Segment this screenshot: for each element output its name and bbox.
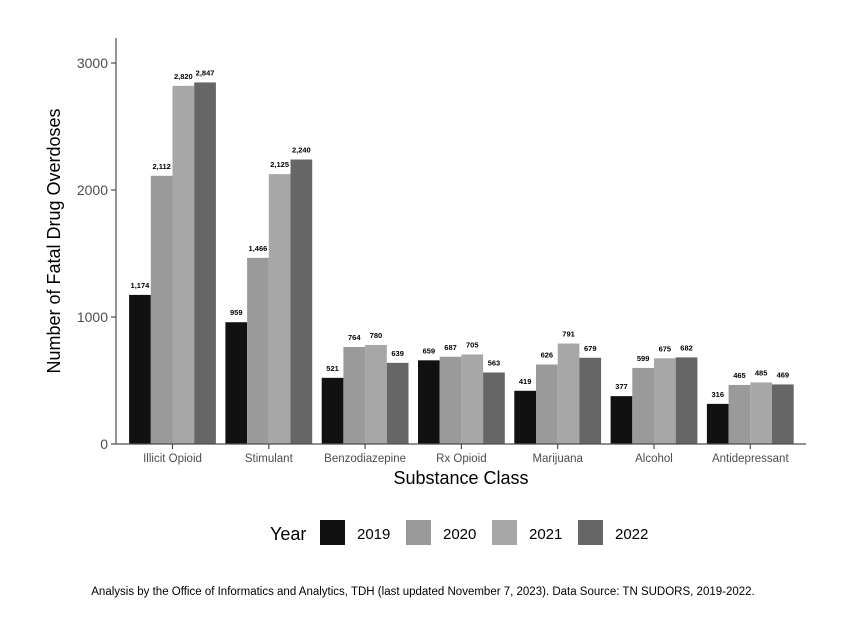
data-label-2020-antidepressant: 465 — [733, 371, 746, 380]
data-label-2020-stimulant: 1,466 — [249, 244, 268, 253]
data-label-2020-benzodiazepine: 764 — [348, 333, 361, 342]
bar-2022-antidepressant — [772, 384, 794, 444]
bar-2022-marijuana — [579, 357, 602, 444]
bar-2021-stimulant — [268, 174, 291, 445]
bar-2019-antidepressant — [706, 403, 729, 444]
x-tick-label: Illicit Opioid — [143, 453, 202, 465]
data-label-2021-marijuana: 791 — [562, 330, 575, 339]
data-label-2022-illicit-opioid: 2,847 — [196, 68, 215, 77]
bar-2019-rx-opioid — [418, 360, 440, 444]
bar-2022-stimulant — [290, 159, 313, 444]
source-caption: Analysis by the Office of Informatics an… — [91, 586, 755, 598]
y-tick-label: 3000 — [77, 55, 108, 71]
bar-2021-illicit-opioid — [172, 85, 195, 445]
bar-2022-rx-opioid — [483, 372, 505, 444]
x-tick-label: Benzodiazepine — [324, 453, 406, 465]
bar-2020-benzodiazepine — [343, 346, 366, 444]
legend: Year 2019 2020 2021 2022 — [270, 520, 648, 545]
data-label-2019-marijuana: 419 — [519, 377, 532, 386]
x-tick-label: Alcohol — [635, 453, 673, 465]
bar-2019-stimulant — [225, 322, 248, 444]
bar-2020-antidepressant — [728, 384, 751, 444]
bar-2021-benzodiazepine — [365, 344, 387, 444]
bars-layer — [129, 82, 794, 445]
data-label-2021-stimulant: 2,125 — [270, 160, 289, 169]
data-label-2020-marijuana: 626 — [541, 351, 554, 360]
data-label-2019-antidepressant: 316 — [711, 390, 724, 399]
data-label-2022-stimulant: 2,240 — [292, 146, 311, 155]
bar-2022-illicit-opioid — [194, 82, 216, 445]
bar-2019-marijuana — [514, 390, 536, 444]
bar-2020-illicit-opioid — [150, 175, 173, 444]
data-label-2022-alcohol: 682 — [680, 343, 693, 352]
y-axis-title: Number of Fatal Drug Overdoses — [44, 108, 64, 373]
data-label-2022-marijuana: 679 — [584, 344, 597, 353]
legend-label-2020: 2020 — [443, 526, 476, 543]
x-tick-label: Antidepressant — [712, 453, 790, 465]
bar-2021-marijuana — [557, 343, 580, 444]
bar-2022-alcohol — [675, 357, 698, 444]
data-label-2019-benzodiazepine: 521 — [326, 364, 339, 373]
bar-2021-antidepressant — [750, 382, 772, 444]
bar-2021-rx-opioid — [461, 354, 484, 444]
data-label-2019-alcohol: 377 — [615, 382, 628, 391]
data-label-2022-rx-opioid: 563 — [488, 359, 501, 368]
data-label-2019-illicit-opioid: 1,174 — [131, 281, 151, 290]
data-label-2019-stimulant: 959 — [230, 308, 243, 317]
y-axis-ticks: 0 1000 2000 3000 — [77, 55, 116, 452]
bar-2022-benzodiazepine — [386, 362, 409, 444]
x-tick-label: Stimulant — [245, 453, 294, 465]
bar-2020-rx-opioid — [439, 356, 462, 444]
data-label-2021-antidepressant: 485 — [755, 368, 768, 377]
data-label-2020-illicit-opioid: 2,112 — [152, 162, 170, 171]
legend-key-2019 — [320, 520, 345, 545]
x-axis-title: Substance Class — [393, 468, 528, 488]
data-label-2022-antidepressant: 469 — [777, 370, 790, 379]
y-tick-label: 1000 — [77, 309, 108, 325]
data-label-2022-benzodiazepine: 639 — [391, 349, 404, 358]
x-axis-ticks: Illicit Opioid Stimulant Benzodiazepine Rx … — [143, 444, 789, 465]
data-label-2020-rx-opioid: 687 — [444, 343, 457, 352]
bar-2019-benzodiazepine — [321, 377, 344, 444]
x-tick-label: Rx Opioid — [436, 453, 487, 465]
bar-2020-stimulant — [247, 257, 269, 444]
y-tick-label: 0 — [100, 436, 108, 452]
legend-key-2020 — [406, 520, 431, 545]
y-tick-label: 2000 — [77, 182, 108, 198]
data-label-2021-benzodiazepine: 780 — [370, 331, 383, 340]
bar-2019-illicit-opioid — [129, 294, 151, 444]
legend-key-2022 — [578, 520, 603, 545]
legend-label-2021: 2021 — [529, 526, 562, 543]
bar-2020-alcohol — [632, 367, 654, 444]
x-tick-label: Marijuana — [532, 453, 583, 465]
bar-2019-alcohol — [610, 396, 633, 444]
legend-label-2022: 2022 — [615, 526, 648, 543]
data-label-2021-alcohol: 675 — [659, 344, 672, 353]
bar-2021-alcohol — [654, 358, 676, 444]
data-label-2019-rx-opioid: 659 — [423, 346, 436, 355]
data-label-2020-alcohol: 599 — [637, 354, 650, 363]
bar-2020-marijuana — [536, 364, 558, 444]
legend-key-2021 — [492, 520, 517, 545]
data-label-2021-illicit-opioid: 2,820 — [174, 72, 193, 81]
legend-label-2019: 2019 — [357, 526, 390, 543]
legend-title: Year — [270, 524, 306, 544]
data-label-2021-rx-opioid: 705 — [466, 340, 479, 349]
